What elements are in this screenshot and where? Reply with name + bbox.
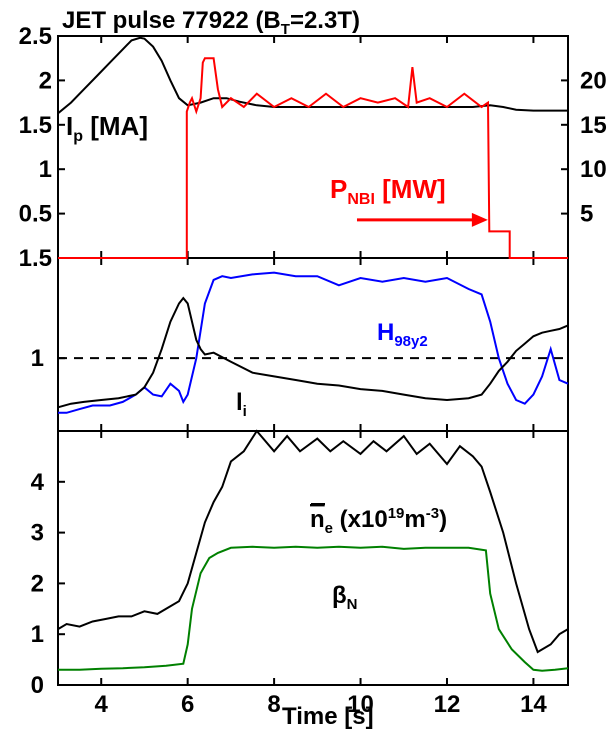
bottom-panel-frame — [58, 431, 568, 685]
y-tick-label: 1 — [31, 621, 44, 648]
chart-title: JET pulse 77922 (BT=2.3T) — [62, 7, 360, 38]
pnbi-label: PNBI [MW] — [330, 174, 446, 208]
y-tick-label: 1.5 — [19, 112, 52, 139]
x-tick-label: 6 — [181, 691, 194, 718]
y-tick-label: 1 — [31, 345, 44, 372]
li-series-line — [58, 298, 568, 407]
y2-tick-label: 20 — [580, 67, 607, 94]
x-tick-label: 12 — [434, 691, 461, 718]
h98y2-label: H98y2 — [377, 319, 428, 350]
chart-title-prefix: JET pulse 77922 (B — [62, 7, 281, 34]
li-label: li — [236, 389, 247, 420]
y-tick-label: 1 — [39, 156, 52, 183]
y-tick-label: 0.5 — [19, 201, 52, 228]
top-panel-frame — [58, 36, 568, 258]
y-tick-label: 0 — [31, 672, 44, 699]
ip-label: Ip [MA] — [66, 111, 148, 145]
y-tick-label: 2 — [39, 67, 52, 94]
y-tick-label: 4 — [31, 469, 45, 496]
pnbi-arrow-head — [472, 213, 488, 227]
y2-tick-label: 10 — [580, 156, 607, 183]
x-axis-label: Time [s] — [282, 703, 374, 730]
ne-label: ne (x1019m-3) — [310, 505, 447, 537]
y-tick-label: 3 — [31, 520, 44, 547]
y-tick-label: 2 — [31, 570, 44, 597]
ip-series-line — [58, 38, 568, 114]
x-tick-label: 8 — [267, 691, 280, 718]
y2-tick-label: 5 — [580, 201, 593, 228]
y2-tick-label: 15 — [580, 112, 607, 139]
h98y2-series-line — [58, 273, 568, 413]
y-tick-label: 2.5 — [19, 23, 52, 50]
pnbi-series-line — [58, 58, 568, 258]
chart-title-suffix: =2.3T) — [290, 7, 360, 34]
x-tick-label: 14 — [520, 691, 547, 718]
x-tick-label: 4 — [95, 691, 109, 718]
middle-panel-frame — [58, 258, 568, 431]
betan-series-line — [58, 547, 568, 671]
betan-label: βN — [332, 582, 358, 613]
ne-series-line — [58, 431, 568, 652]
y-tick-label: 1.5 — [19, 245, 52, 272]
